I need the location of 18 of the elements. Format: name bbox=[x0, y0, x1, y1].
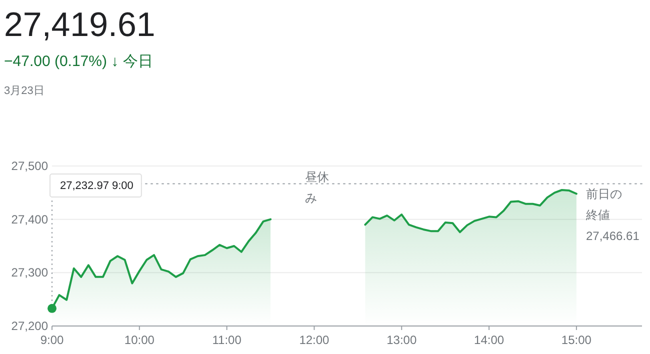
ref-line-label: 前日の終値 bbox=[585, 186, 622, 222]
annotation: 27,466.61 bbox=[586, 228, 640, 243]
chart-subtitle: −47.00 (0.17%) ↓ 今日 bbox=[4, 53, 153, 70]
x-tick-label: 12:00 bbox=[299, 333, 330, 347]
y-tick-label: 27,400 bbox=[11, 212, 48, 226]
y-tick-label: 27,500 bbox=[11, 159, 48, 173]
chart-title: 27,419.61 bbox=[4, 6, 156, 44]
y-tick-label: 27,200 bbox=[11, 319, 48, 333]
x-tick-label: 15:00 bbox=[561, 333, 592, 347]
x-tick-label: 9:00 bbox=[40, 333, 64, 347]
x-tick-label: 13:00 bbox=[386, 333, 417, 347]
x-tick-label: 10:00 bbox=[124, 333, 155, 347]
annotation: 昼休み bbox=[305, 170, 329, 205]
text: 3月23日 bbox=[4, 85, 44, 97]
x-tick-label: 14:00 bbox=[474, 333, 504, 347]
x-tick-label: 11:00 bbox=[212, 333, 242, 347]
y-tick-label: 27,300 bbox=[11, 266, 48, 280]
annotation: 27,232.97 9:00 bbox=[60, 180, 134, 192]
